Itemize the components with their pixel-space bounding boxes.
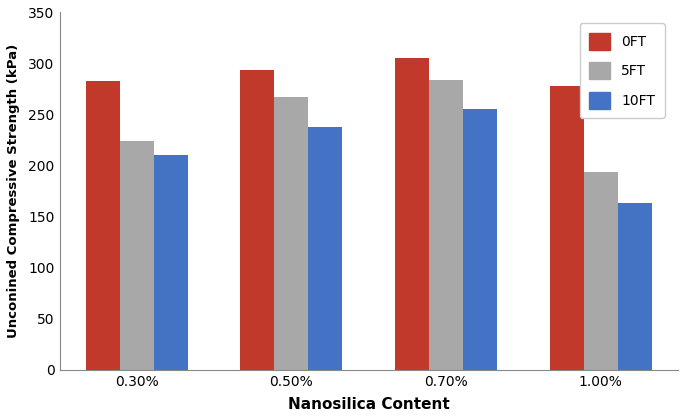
Bar (275, 97, 308, 370)
Bar (240, 70, 275, 370)
Bar (618, 203, 651, 370)
Bar (584, 172, 618, 370)
Bar (429, 80, 463, 370)
Bar (308, 127, 342, 370)
Bar (86, 81, 120, 370)
Legend: 0FT, 5FT, 10FT: 0FT, 5FT, 10FT (580, 23, 665, 118)
Bar (154, 155, 188, 370)
Bar (549, 86, 584, 370)
X-axis label: Nanosilica Content: Nanosilica Content (288, 397, 449, 412)
Y-axis label: Unconined Compressive Strength (kPa): Unconined Compressive Strength (kPa) (7, 44, 20, 338)
Bar (463, 109, 497, 370)
Bar (120, 141, 154, 370)
Bar (395, 58, 429, 370)
